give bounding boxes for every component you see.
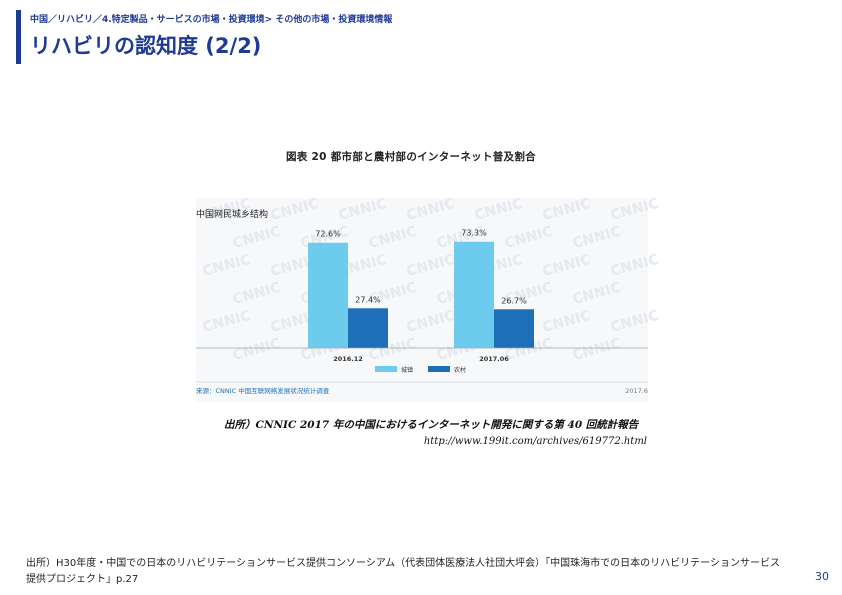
- title-accent-bar: [16, 10, 21, 64]
- chart-title: 中国网民城乡结构: [196, 208, 268, 220]
- legend-swatch-农村: [428, 366, 450, 372]
- data-label: 27.4%: [355, 295, 381, 304]
- bar-chart: CNNIC CNNIC CNNIC CNNIC CNNIC CNNIC CNNICCNNIC…: [196, 196, 660, 402]
- figure: 図表 20 都市部と農村部のインターネット普及割合 CNNIC CNNIC CNNI…: [190, 140, 660, 460]
- figure-source-url: http://www.199it.com/archives/619772.htm…: [423, 436, 647, 447]
- x-tick-label: 2016.12: [333, 355, 363, 363]
- data-label: 72.6%: [315, 230, 341, 239]
- page-title: リハビリの認知度 (2/2): [30, 34, 262, 58]
- breadcrumb: 中国／リハビリ／4.特定製品・サービスの市場・投資環境> その他の市場・投資環境…: [30, 15, 393, 25]
- bar-农村-2016.12: [348, 308, 388, 348]
- x-tick-label: 2017.06: [479, 355, 509, 363]
- chart-footer-source: 来源：CNNIC 中国互联网络发展状况统计调查: [196, 386, 330, 395]
- data-label: 73.3%: [461, 229, 487, 238]
- figure-title: 図表 20 都市部と農村部のインターネット普及割合: [286, 151, 536, 163]
- bar-农村-2017.06: [494, 309, 534, 348]
- footnote: 出所）H30年度・中国での日本のリハビリテーションサービス提供コンソーシアム（代…: [26, 558, 780, 585]
- chart-footer-date: 2017.6: [625, 387, 648, 395]
- bar-城镇-2017.06: [454, 241, 494, 348]
- legend-label: 农村: [454, 366, 466, 374]
- data-label: 26.7%: [501, 296, 527, 305]
- figure-source: 出所）CNNIC 2017 年の中国におけるインターネット開発に関する第 40 …: [224, 419, 639, 431]
- legend-label: 城镇: [401, 366, 413, 374]
- legend-swatch-城镇: [375, 366, 397, 372]
- page-number: 30: [815, 570, 829, 583]
- chart-panel: [196, 198, 648, 402]
- bar-城镇-2016.12: [308, 242, 348, 348]
